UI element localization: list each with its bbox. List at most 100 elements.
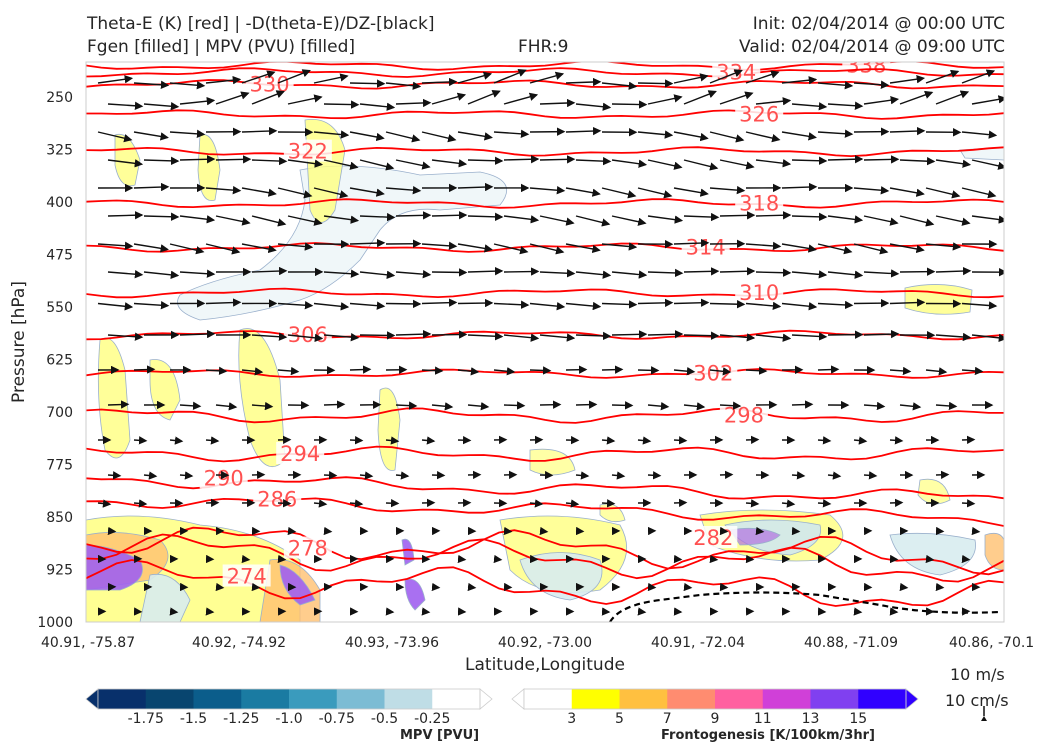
wind-arrow — [107, 269, 144, 279]
wind-arrow — [133, 436, 148, 445]
theta-e-contour-label: 290 — [204, 467, 244, 491]
wind-arrow — [925, 187, 961, 199]
wind-arrow — [323, 269, 360, 278]
wind-arrow — [287, 159, 324, 168]
wind-arrow — [781, 499, 796, 508]
wind-arrow — [683, 159, 719, 171]
wind-arrow — [323, 526, 333, 536]
fgen-colorbar-frame — [523, 688, 907, 710]
wind-arrow — [313, 499, 328, 508]
fgen-colorbar-max-extend — [905, 688, 919, 710]
wind-arrow — [565, 126, 602, 136]
field-fill-region — [377, 387, 401, 471]
contour-label-bg — [689, 361, 738, 384]
wind-arrow — [539, 98, 576, 108]
wind-arrows — [97, 68, 1004, 616]
wind-arrow — [385, 436, 400, 445]
mpv-colorbar: -1.75 -1.5 -1.25 -1.0 -0.75 -0.5 -0.25 — [85, 688, 493, 727]
wind-arrow — [935, 90, 970, 105]
y-tick-label: 250 — [46, 90, 73, 106]
x-tick-label: 40.86, -70.1 — [949, 635, 1034, 651]
contour-label-bg — [283, 536, 332, 559]
theta-e-contour-label: 286 — [257, 488, 297, 512]
wind-arrow — [863, 401, 886, 411]
theta-e-contour-label: 302 — [693, 362, 733, 386]
wind-arrow — [889, 436, 904, 445]
y-tick-label: 700 — [46, 405, 73, 421]
header-title-line1: Theta-E (K) [red] | -D(theta-E)/DZ-[blac… — [87, 14, 435, 34]
wind-arrow — [611, 270, 648, 279]
wind-arrow — [503, 401, 526, 410]
wind-arrow — [421, 298, 458, 307]
y-tick-label: 475 — [46, 248, 73, 264]
wind-arrow — [467, 582, 477, 592]
fgen-colorbar-swatch — [571, 689, 620, 709]
fgen-colorbar-tick-label: 13 — [802, 711, 820, 727]
field-fill-region — [404, 578, 426, 611]
wind-arrow — [277, 187, 313, 199]
wind-arrow — [287, 333, 324, 342]
wind-arrow — [781, 76, 818, 85]
wind-arrow — [817, 81, 854, 90]
contour-label-bg — [735, 191, 784, 214]
wind-arrow — [323, 400, 346, 409]
header-title-line2: Fgen [filled] | MPV (PVU) [filled] — [87, 37, 356, 57]
wind-arrow — [349, 436, 364, 445]
wind-arrow — [791, 400, 814, 409]
wind-arrow — [421, 366, 444, 375]
wind-arrow — [349, 301, 386, 310]
field-fill-region — [529, 448, 576, 476]
wind-arrow — [709, 367, 732, 376]
wind-arrow — [719, 159, 755, 170]
wind-arrow — [673, 238, 710, 248]
wind-arrow — [251, 332, 288, 341]
wind-arrow — [215, 402, 238, 411]
wind-arrow — [107, 471, 122, 480]
fgen-colorbar: 3 5 7 9 11 13 15 — [511, 688, 919, 727]
wind-arrow — [817, 499, 832, 508]
wind-arrow — [565, 187, 601, 197]
theta-e-contour — [86, 109, 1004, 120]
theta-e-contour-label: 330 — [250, 72, 290, 96]
wind-arrow — [781, 302, 818, 311]
wind-arrow — [97, 131, 133, 143]
wind-arrow — [673, 607, 683, 616]
wind-arrow — [143, 102, 180, 111]
wind-arrow — [349, 131, 385, 142]
wind-arrow — [287, 94, 323, 105]
theta-e-contour — [86, 445, 1004, 463]
wind-arrow — [215, 91, 250, 105]
wind-arrow — [395, 269, 432, 279]
wind-arrow — [287, 526, 297, 536]
y-tick-label: 400 — [46, 195, 73, 211]
wind-arrow — [575, 156, 612, 166]
wind-arrow — [719, 333, 756, 342]
wind-arrow — [503, 215, 540, 224]
wind-arrow — [961, 554, 971, 564]
wind-arrow — [781, 182, 818, 192]
wind-arrow — [143, 270, 180, 279]
wind-key-arrowhead — [981, 716, 987, 721]
fgen-colorbar-tick-label: 11 — [754, 711, 772, 727]
wind-arrow — [421, 241, 458, 251]
wind-arrow — [863, 471, 878, 480]
wind-arrow — [107, 526, 117, 536]
wind-arrow — [601, 607, 611, 616]
wind-arrow — [611, 471, 626, 480]
wind-arrow — [467, 156, 504, 165]
dashed-contour — [609, 591, 1001, 622]
wind-arrow — [277, 301, 314, 310]
y-tick-label: 325 — [46, 143, 73, 159]
wind-arrow — [647, 159, 683, 170]
wind-arrow — [457, 71, 493, 84]
wind-arrow — [349, 365, 372, 374]
mpv-colorbar-swatch — [384, 689, 433, 709]
mpv-colorbar-max-extend — [479, 688, 493, 710]
fgen-colorbar-min-extend — [511, 688, 525, 710]
wind-arrow — [503, 526, 513, 536]
wind-arrow — [889, 298, 926, 307]
mpv-colorbar-swatch — [193, 689, 242, 709]
wind-arrow — [637, 298, 674, 308]
wind-arrow — [539, 333, 576, 342]
